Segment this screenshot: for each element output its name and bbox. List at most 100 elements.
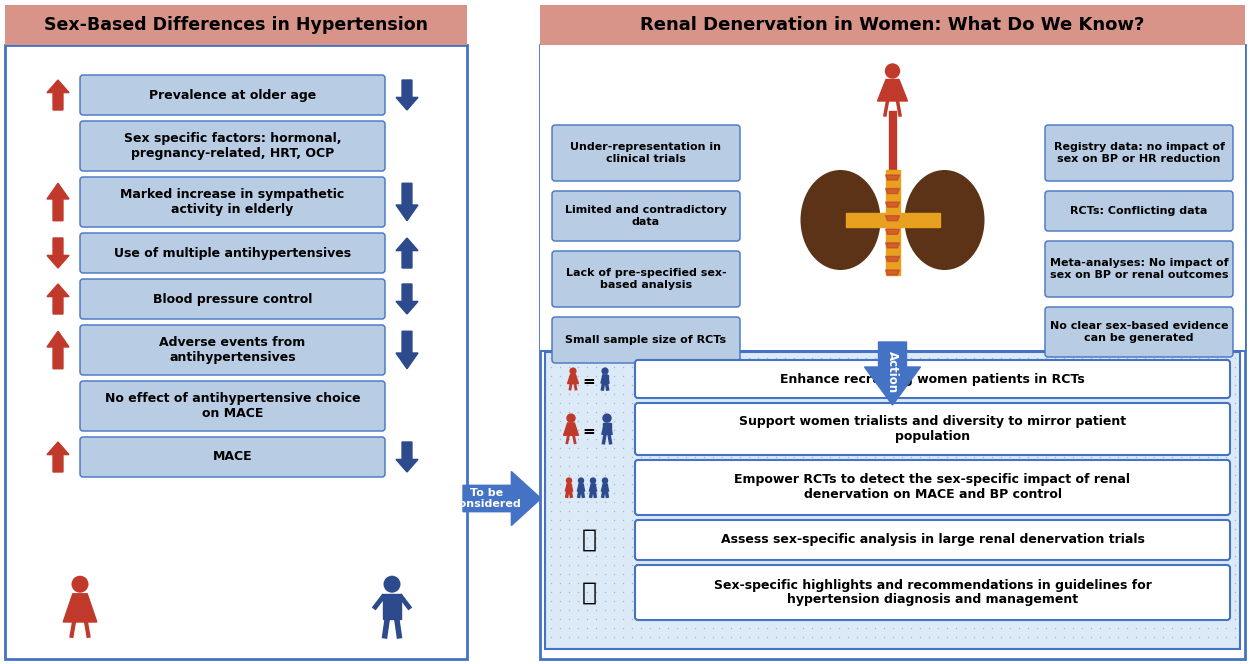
Polygon shape <box>885 229 900 234</box>
Text: Adverse events from
antihypertensives: Adverse events from antihypertensives <box>160 336 306 364</box>
Circle shape <box>566 478 571 483</box>
Circle shape <box>72 576 88 592</box>
Text: Registry data: no impact of
sex on BP or HR reduction: Registry data: no impact of sex on BP or… <box>1054 142 1225 164</box>
Text: No clear sex-based evidence
can be generated: No clear sex-based evidence can be gener… <box>1050 321 1229 343</box>
Polygon shape <box>885 270 900 275</box>
Text: RCTs: Conflicting data: RCTs: Conflicting data <box>1070 206 1208 216</box>
Text: Blood pressure control: Blood pressure control <box>152 293 312 305</box>
Polygon shape <box>64 594 96 622</box>
FancyBboxPatch shape <box>80 279 385 319</box>
FancyBboxPatch shape <box>635 360 1230 398</box>
Polygon shape <box>568 374 579 384</box>
Circle shape <box>384 576 400 592</box>
Polygon shape <box>48 442 69 472</box>
FancyBboxPatch shape <box>80 437 385 477</box>
Text: Lack of pre-specified sex-
based analysis: Lack of pre-specified sex- based analysi… <box>566 268 726 290</box>
Text: Prevalence at older age: Prevalence at older age <box>149 88 316 102</box>
Text: Support women trialists and diversity to mirror patient
population: Support women trialists and diversity to… <box>739 415 1126 443</box>
Polygon shape <box>566 483 571 491</box>
Polygon shape <box>885 189 900 194</box>
Polygon shape <box>48 238 69 268</box>
Polygon shape <box>462 471 541 525</box>
Text: MACE: MACE <box>213 450 253 463</box>
Text: 🔍: 🔍 <box>581 528 596 552</box>
Polygon shape <box>885 202 900 207</box>
Text: 📋: 📋 <box>581 580 596 604</box>
Circle shape <box>602 368 608 374</box>
Text: Action: Action <box>886 351 899 392</box>
Text: Meta-analyses: No impact of
sex on BP or renal outcomes: Meta-analyses: No impact of sex on BP or… <box>1050 258 1229 280</box>
Text: No effect of antihypertensive choice
on MACE: No effect of antihypertensive choice on … <box>105 392 360 420</box>
FancyBboxPatch shape <box>1045 241 1232 297</box>
Text: Sex-specific highlights and recommendations in guidelines for
hypertension diagn: Sex-specific highlights and recommendati… <box>714 578 1151 606</box>
Text: Small sample size of RCTs: Small sample size of RCTs <box>565 335 726 345</box>
FancyBboxPatch shape <box>635 565 1230 620</box>
Text: Under-representation in
clinical trials: Under-representation in clinical trials <box>570 142 721 164</box>
Polygon shape <box>48 80 69 110</box>
Text: Marked increase in sympathetic
activity in elderly: Marked increase in sympathetic activity … <box>120 188 345 216</box>
Polygon shape <box>865 342 920 405</box>
Polygon shape <box>396 183 418 220</box>
Polygon shape <box>579 483 584 491</box>
Polygon shape <box>564 423 579 436</box>
FancyBboxPatch shape <box>1045 125 1232 181</box>
FancyBboxPatch shape <box>80 325 385 375</box>
Polygon shape <box>885 175 900 180</box>
Polygon shape <box>48 183 69 220</box>
Polygon shape <box>845 213 885 227</box>
Circle shape <box>602 478 608 483</box>
FancyBboxPatch shape <box>635 460 1230 515</box>
Polygon shape <box>900 213 940 227</box>
Polygon shape <box>885 256 900 262</box>
Text: Use of multiple antihypertensives: Use of multiple antihypertensives <box>114 246 351 260</box>
Polygon shape <box>396 80 418 110</box>
FancyBboxPatch shape <box>635 520 1230 560</box>
Text: Assess sex-specific analysis in large renal denervation trials: Assess sex-specific analysis in large re… <box>720 533 1145 546</box>
FancyBboxPatch shape <box>80 177 385 227</box>
Text: Sex specific factors: hormonal,
pregnancy-related, HRT, OCP: Sex specific factors: hormonal, pregnanc… <box>124 132 341 160</box>
Circle shape <box>570 368 576 374</box>
Circle shape <box>602 414 611 422</box>
Polygon shape <box>602 483 608 491</box>
Polygon shape <box>48 331 69 369</box>
Polygon shape <box>396 284 418 314</box>
Bar <box>545 352 1240 649</box>
Polygon shape <box>885 170 900 275</box>
FancyBboxPatch shape <box>635 403 1230 455</box>
FancyBboxPatch shape <box>552 191 740 241</box>
Text: Enhance recruiting women patients in RCTs: Enhance recruiting women patients in RCT… <box>780 373 1085 386</box>
Bar <box>5 5 468 45</box>
Polygon shape <box>602 374 608 382</box>
Text: =: = <box>582 373 595 388</box>
Polygon shape <box>396 238 418 268</box>
FancyBboxPatch shape <box>1045 307 1232 357</box>
Circle shape <box>590 478 595 483</box>
FancyBboxPatch shape <box>552 251 740 307</box>
Text: Empower RCTs to detect the sex-specific impact of renal
denervation on MACE and : Empower RCTs to detect the sex-specific … <box>735 473 1130 501</box>
Text: Limited and contradictory
data: Limited and contradictory data <box>565 205 728 227</box>
Polygon shape <box>48 284 69 314</box>
Text: To be
considered: To be considered <box>452 487 521 509</box>
Bar <box>5 45 468 659</box>
Bar <box>540 5 1245 45</box>
Text: Sex-Based Differences in Hypertension: Sex-Based Differences in Hypertension <box>44 16 428 34</box>
Circle shape <box>568 414 575 422</box>
FancyBboxPatch shape <box>80 233 385 273</box>
FancyBboxPatch shape <box>80 381 385 431</box>
Polygon shape <box>382 594 401 619</box>
FancyBboxPatch shape <box>80 75 385 115</box>
Polygon shape <box>885 243 900 248</box>
FancyBboxPatch shape <box>552 125 740 181</box>
Bar <box>540 350 1245 352</box>
Circle shape <box>885 64 900 78</box>
Ellipse shape <box>905 170 985 270</box>
Polygon shape <box>604 423 611 434</box>
FancyBboxPatch shape <box>1045 191 1232 231</box>
Circle shape <box>579 478 584 483</box>
Polygon shape <box>878 80 908 101</box>
Polygon shape <box>396 331 418 369</box>
FancyBboxPatch shape <box>552 317 740 363</box>
Bar <box>540 45 1245 659</box>
Text: =: = <box>582 424 595 438</box>
Text: Renal Denervation in Women: What Do We Know?: Renal Denervation in Women: What Do We K… <box>640 16 1145 34</box>
